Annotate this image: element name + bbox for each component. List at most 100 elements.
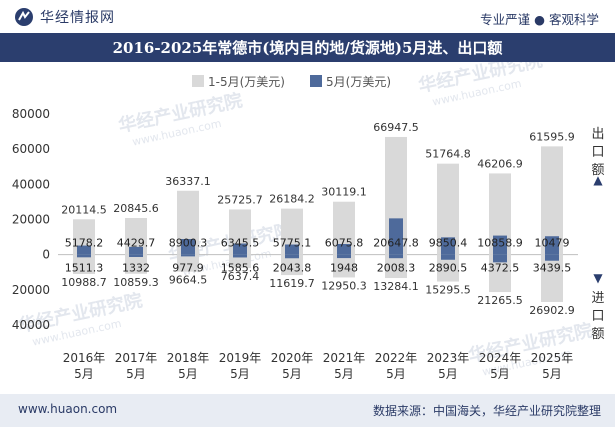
tagline: 专业严谨 ● 客观科学 (480, 12, 599, 27)
bar-cumulative-export (229, 209, 251, 255)
data-label-cumulative-import: 7637.4 (221, 270, 260, 283)
y-tick-label: 20000 (12, 213, 50, 227)
bar-cumulative-export (333, 201, 355, 255)
data-label-cumulative-import: 21265.5 (477, 294, 523, 307)
footer-source: 数据来源：中国海关，华经产业研究院整理 (372, 404, 601, 418)
bar-cumulative-export (437, 163, 459, 255)
bar-monthly-export (337, 243, 351, 255)
bar-monthly-import (233, 254, 247, 258)
y-tick-label: 40000 (12, 177, 50, 191)
bar-cumulative-import (489, 254, 511, 293)
bar-cumulative-export (541, 146, 563, 255)
x-tick-label: 2021年 (323, 351, 366, 365)
footer-url[interactable]: www.huaon.com (18, 402, 118, 416)
x-tick-label: 2020年 (271, 351, 314, 365)
chart-title-bar: 2016-2025年常德市(境内目的地/货源地)5月进、出口额 (0, 33, 615, 62)
x-tick-label: 5月 (334, 367, 354, 381)
x-tick-label: 2017年 (115, 351, 158, 365)
data-label-monthly-import: 3439.5 (533, 262, 572, 275)
legend-label-monthly: 5月(万美元) (326, 75, 391, 89)
y-tick-label: 40000 (12, 318, 50, 332)
data-label-monthly-export: 10858.9 (477, 237, 523, 250)
import-axis-label: 进 (591, 291, 604, 306)
data-label-monthly-import: 4372.5 (481, 262, 520, 275)
x-tick-label: 2019年 (219, 351, 262, 365)
y-tick-label: 60000 (12, 142, 50, 156)
x-tick-label: 5月 (178, 367, 198, 381)
bar-monthly-import (389, 254, 403, 259)
y-tick-label: 0 (42, 248, 50, 262)
bar-monthly-import (285, 254, 299, 259)
data-label-cumulative-export: 46206.9 (477, 157, 523, 170)
x-tick-label: 2023年 (427, 351, 470, 365)
bar-monthly-export (77, 245, 91, 255)
bar-monthly-import (545, 254, 559, 261)
x-tick-label: 5月 (74, 367, 94, 381)
data-label-monthly-import: 1332 (122, 262, 150, 275)
bar-cumulative-export (281, 208, 303, 255)
data-label-monthly-export: 4429.7 (117, 237, 156, 250)
export-axis-label: 出 (591, 127, 604, 142)
data-label-cumulative-export: 66947.5 (373, 121, 419, 134)
x-tick-label: 5月 (126, 367, 146, 381)
bar-cumulative-import (437, 254, 459, 282)
data-label-cumulative-export: 26184.2 (269, 193, 315, 206)
bar-monthly-import (129, 254, 143, 258)
data-label-monthly-export: 8900.3 (169, 237, 208, 250)
bar-cumulative-export (177, 190, 199, 255)
bar-cumulative-import (385, 254, 407, 279)
data-label-cumulative-import: 26902.9 (529, 304, 575, 317)
bar-cumulative-import (229, 254, 251, 269)
data-label-monthly-import: 2043.8 (273, 262, 312, 275)
huajing-logo-icon (15, 8, 33, 26)
x-tick-label: 2016年 (63, 351, 106, 365)
data-label-monthly-export: 5178.2 (65, 237, 104, 250)
bar-monthly-import (181, 254, 195, 257)
data-label-monthly-export: 10479 (535, 237, 570, 250)
x-tick-label: 2018年 (167, 351, 210, 365)
brand-name: 华经情报网 (40, 10, 115, 26)
bar-monthly-import (493, 254, 507, 263)
data-label-cumulative-import: 15295.5 (425, 284, 471, 297)
bar-cumulative-import (281, 254, 303, 276)
data-label-monthly-import: 1948 (330, 262, 358, 275)
legend-label-cumulative: 1-5月(万美元) (208, 75, 285, 89)
bar-monthly-import (337, 254, 351, 259)
y-tick-label: 80000 (12, 107, 50, 121)
footer: www.huaon.com 数据来源：中国海关，华经产业研究院整理 (0, 394, 615, 427)
up-arrow-icon: ▲ (593, 173, 603, 187)
data-label-monthly-export: 5775.1 (273, 237, 312, 250)
bar-cumulative-export (489, 173, 511, 255)
bar-cumulative-import (177, 254, 199, 272)
chart-title: 2016-2025年常德市(境内目的地/货源地)5月进、出口额 (112, 39, 503, 57)
data-label-cumulative-export: 20114.5 (61, 203, 107, 216)
bar-monthly-import (441, 254, 455, 260)
data-label-monthly-import: 2890.5 (429, 262, 468, 275)
bar-monthly-export (389, 218, 403, 255)
data-label-monthly-export: 6075.8 (325, 237, 364, 250)
data-label-cumulative-export: 30119.1 (321, 186, 367, 199)
data-label-monthly-export: 20647.8 (373, 237, 419, 250)
data-label-cumulative-export: 25725.7 (217, 193, 263, 206)
data-label-cumulative-import: 11619.7 (269, 277, 315, 290)
down-arrow-icon: ▼ (593, 271, 603, 285)
legend-swatch-monthly (310, 75, 322, 87)
bar-cumulative-import (541, 254, 563, 302)
brand: 华经情报网 (14, 7, 115, 27)
data-label-cumulative-export: 51764.8 (425, 148, 471, 161)
bar-monthly-export (129, 246, 143, 255)
x-tick-label: 2022年 (375, 351, 418, 365)
data-label-monthly-import: 1511.3 (65, 262, 104, 275)
y-tick-label: 20000 (12, 283, 50, 297)
bar-monthly-export (233, 243, 247, 255)
bar-monthly-export (493, 235, 507, 255)
x-tick-label: 5月 (542, 367, 562, 381)
chart: 华经产业研究院www.huaon.com华经产业研究院www.huaon.com… (12, 62, 605, 381)
x-tick-label: 5月 (282, 367, 302, 381)
data-label-cumulative-export: 61595.9 (529, 130, 575, 143)
data-label-cumulative-import: 10988.7 (61, 276, 107, 289)
bar-monthly-export (545, 236, 559, 255)
data-label-monthly-export: 6345.5 (221, 237, 260, 250)
data-label-cumulative-import: 9664.5 (169, 274, 208, 287)
bar-monthly-import (77, 254, 91, 258)
